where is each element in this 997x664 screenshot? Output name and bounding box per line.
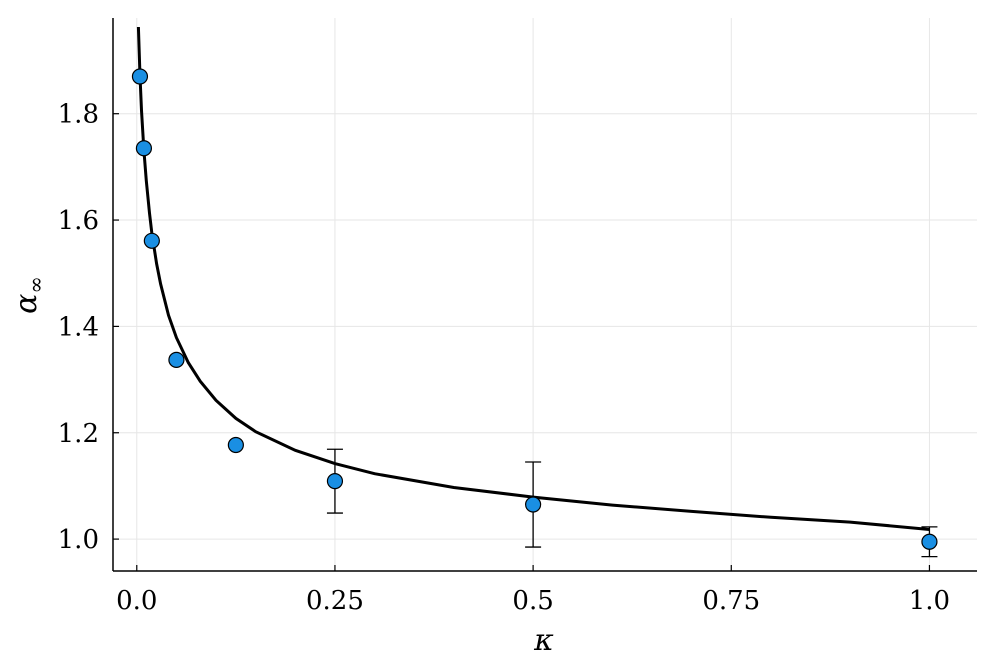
- y-axis-title-main: α: [9, 294, 44, 314]
- x-tick-label: 1.0: [909, 586, 950, 616]
- x-tick-label: 0.5: [512, 586, 553, 616]
- x-tick-label: 0.0: [116, 586, 157, 616]
- data-point: [525, 496, 542, 513]
- data-point: [168, 351, 185, 369]
- error-bars: [326, 448, 938, 558]
- x-tick-label: 0.25: [306, 586, 364, 616]
- y-tick-label: 1.2: [58, 419, 99, 449]
- y-tick-label: 1.6: [58, 206, 99, 236]
- x-axis-title: κ: [533, 623, 554, 658]
- svg-text:α∞: α∞: [9, 276, 48, 314]
- grid: [113, 18, 977, 571]
- y-axis-title-subscript: ∞: [24, 276, 48, 294]
- y-tick-label: 1.8: [58, 100, 99, 130]
- y-axis-title: α∞: [9, 276, 48, 314]
- data-point: [921, 533, 938, 550]
- data-point: [131, 68, 149, 85]
- fit-curve: [136, 26, 930, 531]
- data-point: [135, 140, 153, 157]
- y-tick-label: 1.4: [58, 312, 99, 342]
- data-point: [326, 473, 344, 490]
- data-point: [227, 436, 244, 454]
- data-points: [131, 68, 938, 550]
- x-tick-label: 0.75: [702, 586, 760, 616]
- axes: [112, 18, 977, 572]
- fit-curve-group: [136, 26, 930, 531]
- ticks: 0.0 0.25 0.5 0.75 1.0 1.0 1.2 1.4 1.6 1.8: [58, 100, 950, 616]
- y-tick-label: 1.0: [58, 525, 99, 555]
- data-point: [143, 232, 160, 249]
